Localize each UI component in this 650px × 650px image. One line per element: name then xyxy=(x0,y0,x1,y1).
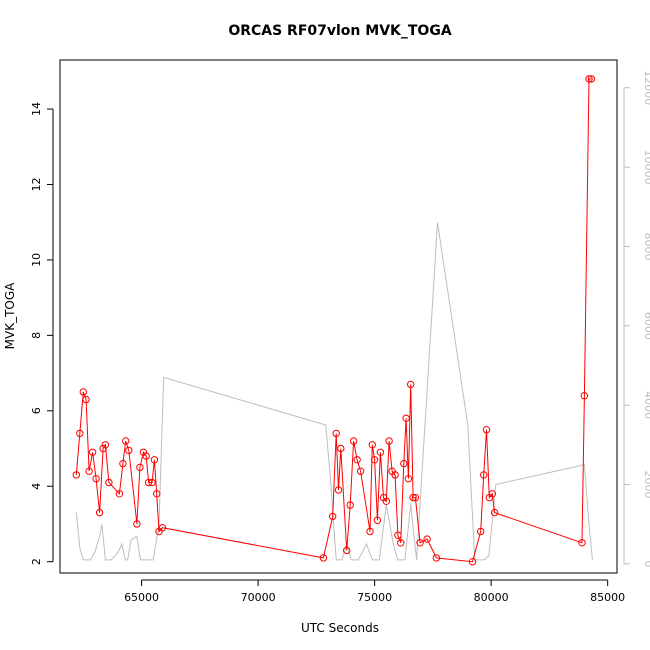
data-point xyxy=(480,471,488,479)
data-point xyxy=(319,554,328,562)
data-point xyxy=(353,456,361,464)
y2-tick-label: 0 xyxy=(642,560,650,567)
data-point xyxy=(99,444,107,453)
data-point xyxy=(85,467,93,475)
y2-tick-label: 12000 xyxy=(642,70,650,105)
data-point xyxy=(368,441,376,449)
data-point xyxy=(329,512,337,521)
data-point xyxy=(580,392,589,400)
y2-tick-label: 4000 xyxy=(642,391,650,419)
data-point xyxy=(394,531,402,539)
data-point xyxy=(349,437,358,445)
data-point xyxy=(373,516,382,524)
data-point xyxy=(142,452,150,460)
x-tick-label: 75000 xyxy=(357,591,392,604)
y-axis-label: MVK_TOGA xyxy=(3,282,17,350)
data-point xyxy=(366,527,374,536)
data-point xyxy=(578,539,586,547)
chart-title: ORCAS RF07vlon MVK_TOGA xyxy=(228,23,452,39)
data-point xyxy=(88,448,97,456)
data-point xyxy=(402,414,410,422)
y-tick-label: 10 xyxy=(30,253,43,267)
data-point xyxy=(158,524,167,532)
series-layer-left-axis xyxy=(72,75,596,566)
data-point xyxy=(153,490,161,498)
data-point xyxy=(587,75,596,83)
data-point xyxy=(423,535,431,543)
y-tick-label: 2 xyxy=(30,558,43,565)
data-point xyxy=(411,493,420,502)
data-point xyxy=(332,429,340,438)
data-point xyxy=(76,429,84,438)
y-tick-label: 8 xyxy=(30,332,43,339)
data-point xyxy=(477,527,485,536)
data-point xyxy=(148,478,156,487)
data-point xyxy=(409,493,417,502)
data-point xyxy=(468,558,477,566)
data-point xyxy=(400,459,408,468)
data-point xyxy=(488,490,496,498)
y2-tick-label: 8000 xyxy=(642,232,650,260)
data-point xyxy=(101,441,110,449)
x-tick-label: 85000 xyxy=(590,591,625,604)
plot-frame xyxy=(59,59,618,574)
data-point xyxy=(356,467,365,475)
data-point xyxy=(79,388,88,396)
data-point xyxy=(407,380,415,389)
data-point xyxy=(92,475,100,483)
y-tick-label: 6 xyxy=(30,407,43,414)
data-point xyxy=(585,75,593,83)
data-point xyxy=(150,456,159,464)
series-line-left-axis xyxy=(75,78,592,563)
data-point xyxy=(416,539,424,547)
data-point xyxy=(105,478,113,487)
data-point xyxy=(136,463,144,472)
x-tick-label: 70000 xyxy=(241,591,276,604)
data-point xyxy=(343,546,351,555)
data-point xyxy=(115,490,124,498)
data-point xyxy=(133,520,141,528)
data-point xyxy=(382,497,390,505)
data-point xyxy=(334,486,343,494)
x-axis-label: UTC Seconds xyxy=(301,621,379,635)
series-layer-right-axis xyxy=(75,222,593,561)
data-point xyxy=(82,395,90,404)
data-point xyxy=(490,508,499,517)
data-point xyxy=(404,475,413,483)
y-tick-label: 4 xyxy=(30,483,43,490)
data-point xyxy=(72,471,81,479)
data-point xyxy=(144,478,153,487)
x-tick-label: 65000 xyxy=(124,591,159,604)
data-point xyxy=(125,446,133,455)
data-point xyxy=(119,459,127,468)
y2-tick-label: 2000 xyxy=(642,471,650,499)
data-point xyxy=(95,508,104,517)
data-point xyxy=(370,456,379,464)
data-point xyxy=(482,426,491,434)
y-tick-label: 12 xyxy=(30,177,43,191)
data-point xyxy=(391,471,399,479)
data-point xyxy=(346,501,354,509)
y-tick-label: 14 xyxy=(30,102,43,116)
data-point xyxy=(376,448,385,456)
data-point xyxy=(122,437,130,445)
x-tick-label: 80000 xyxy=(474,591,509,604)
axes: 65000 70000 75000 80000 85000 2 4 6 8 10 12 14 0 2000… xyxy=(30,70,650,604)
series-line-right-axis xyxy=(75,222,593,561)
data-point xyxy=(385,437,393,445)
data-point xyxy=(337,444,345,453)
data-point xyxy=(397,539,405,547)
data-point xyxy=(432,554,441,562)
y2-tick-label: 10000 xyxy=(642,150,650,185)
y2-tick-label: 6000 xyxy=(642,312,650,340)
